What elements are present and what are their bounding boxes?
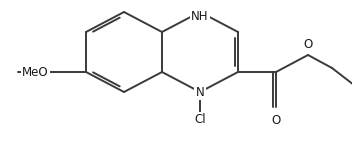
Text: MeO: MeO xyxy=(22,66,49,78)
Text: N: N xyxy=(196,86,205,98)
Text: O: O xyxy=(303,38,313,51)
Text: NH: NH xyxy=(191,10,209,23)
Text: O: O xyxy=(271,114,281,127)
Text: Cl: Cl xyxy=(194,113,206,126)
